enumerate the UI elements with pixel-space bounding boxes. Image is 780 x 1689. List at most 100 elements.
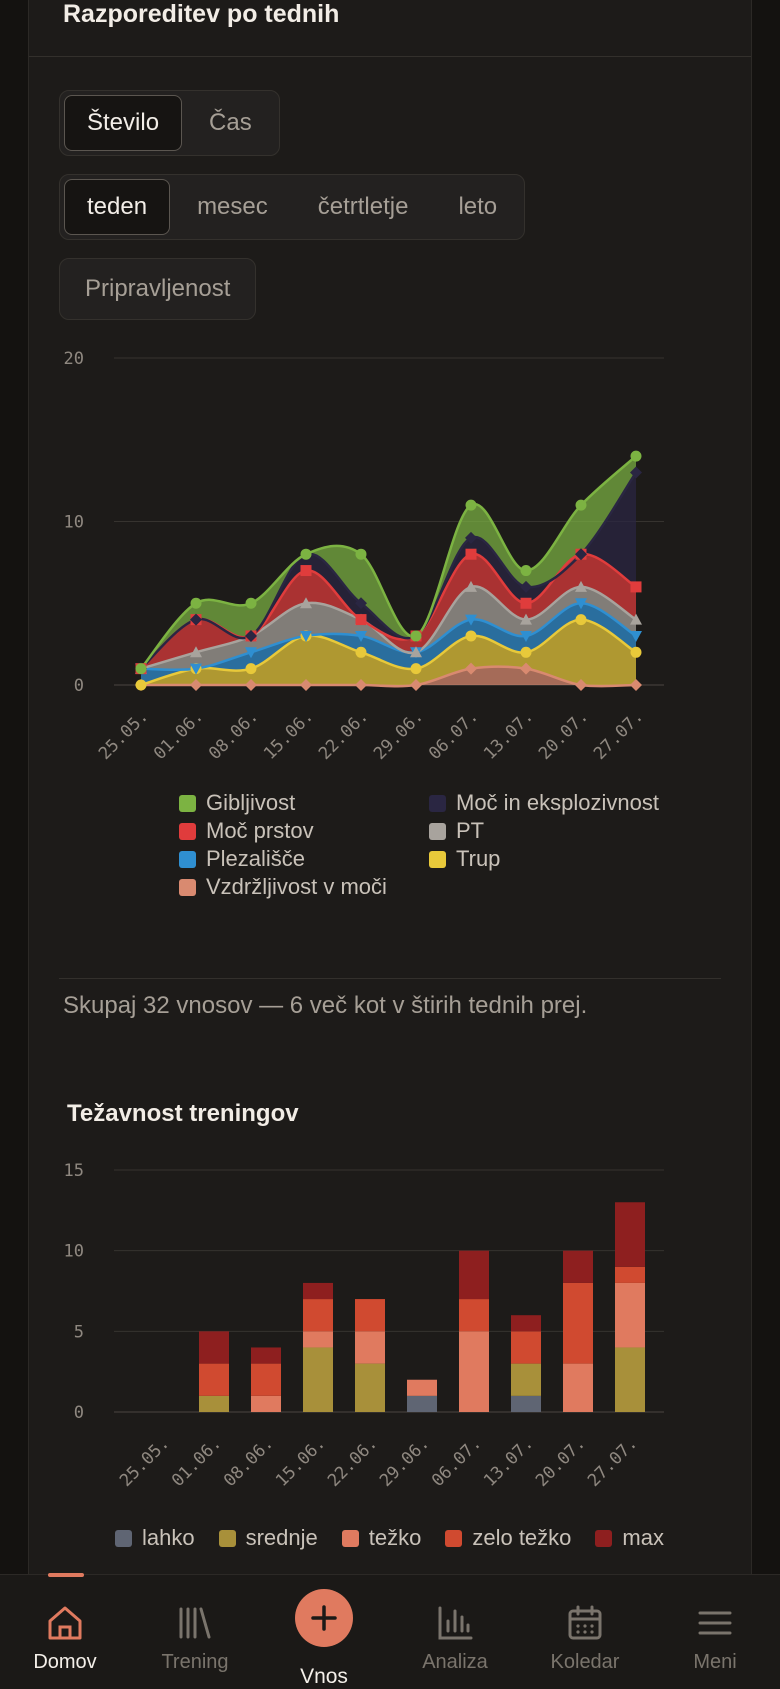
area-data-point bbox=[630, 646, 642, 658]
nav-tab-home[interactable]: Domov bbox=[0, 1575, 130, 1674]
area-x-tick-label: 01.06. bbox=[150, 706, 208, 764]
area-series-line bbox=[140, 618, 637, 687]
legend-item: srednje bbox=[218, 1525, 318, 1551]
metric-option-time[interactable]: Čas bbox=[209, 109, 252, 136]
area-data-point bbox=[410, 630, 422, 642]
bar-segment bbox=[459, 1299, 489, 1332]
area-data-point bbox=[190, 613, 202, 626]
bar-segment bbox=[563, 1282, 593, 1364]
area-x-tick-label: 15.06. bbox=[260, 706, 318, 764]
area-series-line bbox=[140, 471, 638, 670]
nav-label-calendar: Koledar bbox=[550, 1651, 620, 1673]
area-data-point bbox=[355, 548, 367, 560]
bar-segment bbox=[355, 1363, 385, 1412]
area-data-point bbox=[355, 614, 367, 626]
area-data-point bbox=[630, 450, 642, 462]
area-series-line bbox=[140, 665, 637, 688]
legend-label: Trup bbox=[456, 846, 501, 871]
legend-label: Plezališče bbox=[206, 846, 306, 871]
metric-toggle: Število Čas bbox=[59, 90, 280, 156]
bar-segment bbox=[511, 1395, 541, 1412]
area-data-point bbox=[520, 662, 532, 675]
bar-segment bbox=[199, 1331, 229, 1364]
area-data-point bbox=[520, 580, 532, 593]
legend-label: lahko bbox=[142, 1525, 195, 1550]
bar-segment bbox=[615, 1202, 645, 1267]
area-data-point bbox=[410, 663, 422, 675]
area-data-point bbox=[575, 614, 587, 626]
period-option-year[interactable]: leto bbox=[458, 193, 498, 220]
bar-x-tick-label: 13.07. bbox=[480, 1433, 538, 1491]
bar-x-tick-label: 22.06. bbox=[324, 1433, 382, 1491]
area-series-fill bbox=[141, 619, 636, 687]
title-divider bbox=[29, 56, 751, 57]
nav-tab-calendar[interactable]: Koledar bbox=[520, 1575, 650, 1674]
legend-label: zelo težko bbox=[472, 1525, 572, 1550]
area-data-point bbox=[410, 646, 422, 658]
legend-item: Plezališče bbox=[179, 846, 305, 872]
nav-tab-menu[interactable]: Meni bbox=[650, 1575, 780, 1674]
bar-segment bbox=[199, 1363, 229, 1396]
bar-segment bbox=[511, 1315, 541, 1332]
legend-item: Trup bbox=[429, 846, 500, 872]
area-data-point bbox=[245, 679, 257, 691]
legend-swatch bbox=[179, 878, 196, 896]
area-data-point bbox=[575, 499, 587, 511]
summary-divider bbox=[59, 978, 721, 979]
period-option-quarter[interactable]: četrtletje bbox=[317, 193, 409, 220]
legend-item: Moč in eksplozivnost bbox=[429, 790, 659, 816]
legend-label: Gibljivost bbox=[206, 790, 296, 815]
section-title: Razporeditev po tednih bbox=[63, 0, 340, 28]
bar-x-tick-label: 08.06. bbox=[220, 1433, 278, 1491]
nav-tab-analysis[interactable]: Analiza bbox=[390, 1575, 520, 1674]
area-data-point bbox=[300, 565, 312, 577]
bar-x-tick-label: 20.07. bbox=[532, 1433, 590, 1491]
legend-swatch bbox=[179, 850, 196, 868]
area-data-point bbox=[575, 548, 587, 561]
area-data-point bbox=[245, 663, 257, 675]
legend-item: Vzdržljivost v moči bbox=[179, 874, 387, 900]
area-data-point bbox=[465, 548, 477, 560]
area-data-point bbox=[355, 646, 367, 658]
bar-segment bbox=[615, 1347, 645, 1412]
bar-segment bbox=[459, 1250, 489, 1300]
area-series-fill bbox=[141, 456, 636, 669]
nav-label-entry: Vnos bbox=[300, 1665, 348, 1688]
bar-segment bbox=[199, 1395, 229, 1412]
bar-segment bbox=[511, 1363, 541, 1396]
menu-icon bbox=[698, 1611, 732, 1635]
stacked-bar-chart: 0 5 10 15 25.05.01.06.08.06.15.06.22.06.29.0… bbox=[64, 1161, 664, 1491]
area-data-point bbox=[520, 630, 532, 642]
legend-item: zelo težko bbox=[445, 1525, 571, 1551]
plus-icon bbox=[311, 1605, 337, 1631]
distribution-card: Razporeditev po tednih Število Čas teden… bbox=[28, 0, 752, 1580]
bar-segment bbox=[355, 1299, 385, 1332]
period-option-month[interactable]: mesec bbox=[197, 193, 268, 220]
area-series-fill bbox=[141, 603, 636, 685]
summary-text: Skupaj 32 vnosov — 6 več kot v štirih te… bbox=[63, 992, 588, 1019]
area-data-point bbox=[190, 663, 202, 675]
legend-swatch bbox=[595, 1529, 613, 1547]
bar-y-tick-label: 0 bbox=[74, 1403, 84, 1423]
area-data-point bbox=[245, 597, 257, 609]
area-data-point bbox=[630, 630, 642, 642]
period-option-week[interactable]: teden bbox=[64, 179, 171, 235]
new-entry-button[interactable] bbox=[295, 1589, 353, 1647]
legend-swatch bbox=[429, 822, 446, 840]
area-data-point bbox=[410, 679, 422, 691]
readiness-button[interactable]: Pripravljenost bbox=[59, 258, 257, 320]
metric-option-count[interactable]: Število bbox=[64, 95, 183, 151]
area-x-tick-label: 20.07. bbox=[535, 706, 593, 764]
area-data-point bbox=[520, 565, 532, 577]
period-toggle: teden mesec četrtletje leto bbox=[59, 174, 526, 240]
area-y-tick-label: 20 bbox=[64, 349, 84, 369]
legend-item: Gibljivost bbox=[179, 790, 295, 816]
area-series-line bbox=[140, 455, 637, 670]
legend-swatch bbox=[445, 1529, 463, 1547]
area-data-point bbox=[575, 580, 587, 592]
calendar-icon bbox=[568, 1605, 602, 1640]
bar-x-tick-label: 15.06. bbox=[272, 1433, 330, 1491]
area-data-point bbox=[245, 647, 257, 659]
nav-tab-training[interactable]: Trening bbox=[130, 1575, 260, 1674]
legend-label: PT bbox=[456, 818, 485, 843]
